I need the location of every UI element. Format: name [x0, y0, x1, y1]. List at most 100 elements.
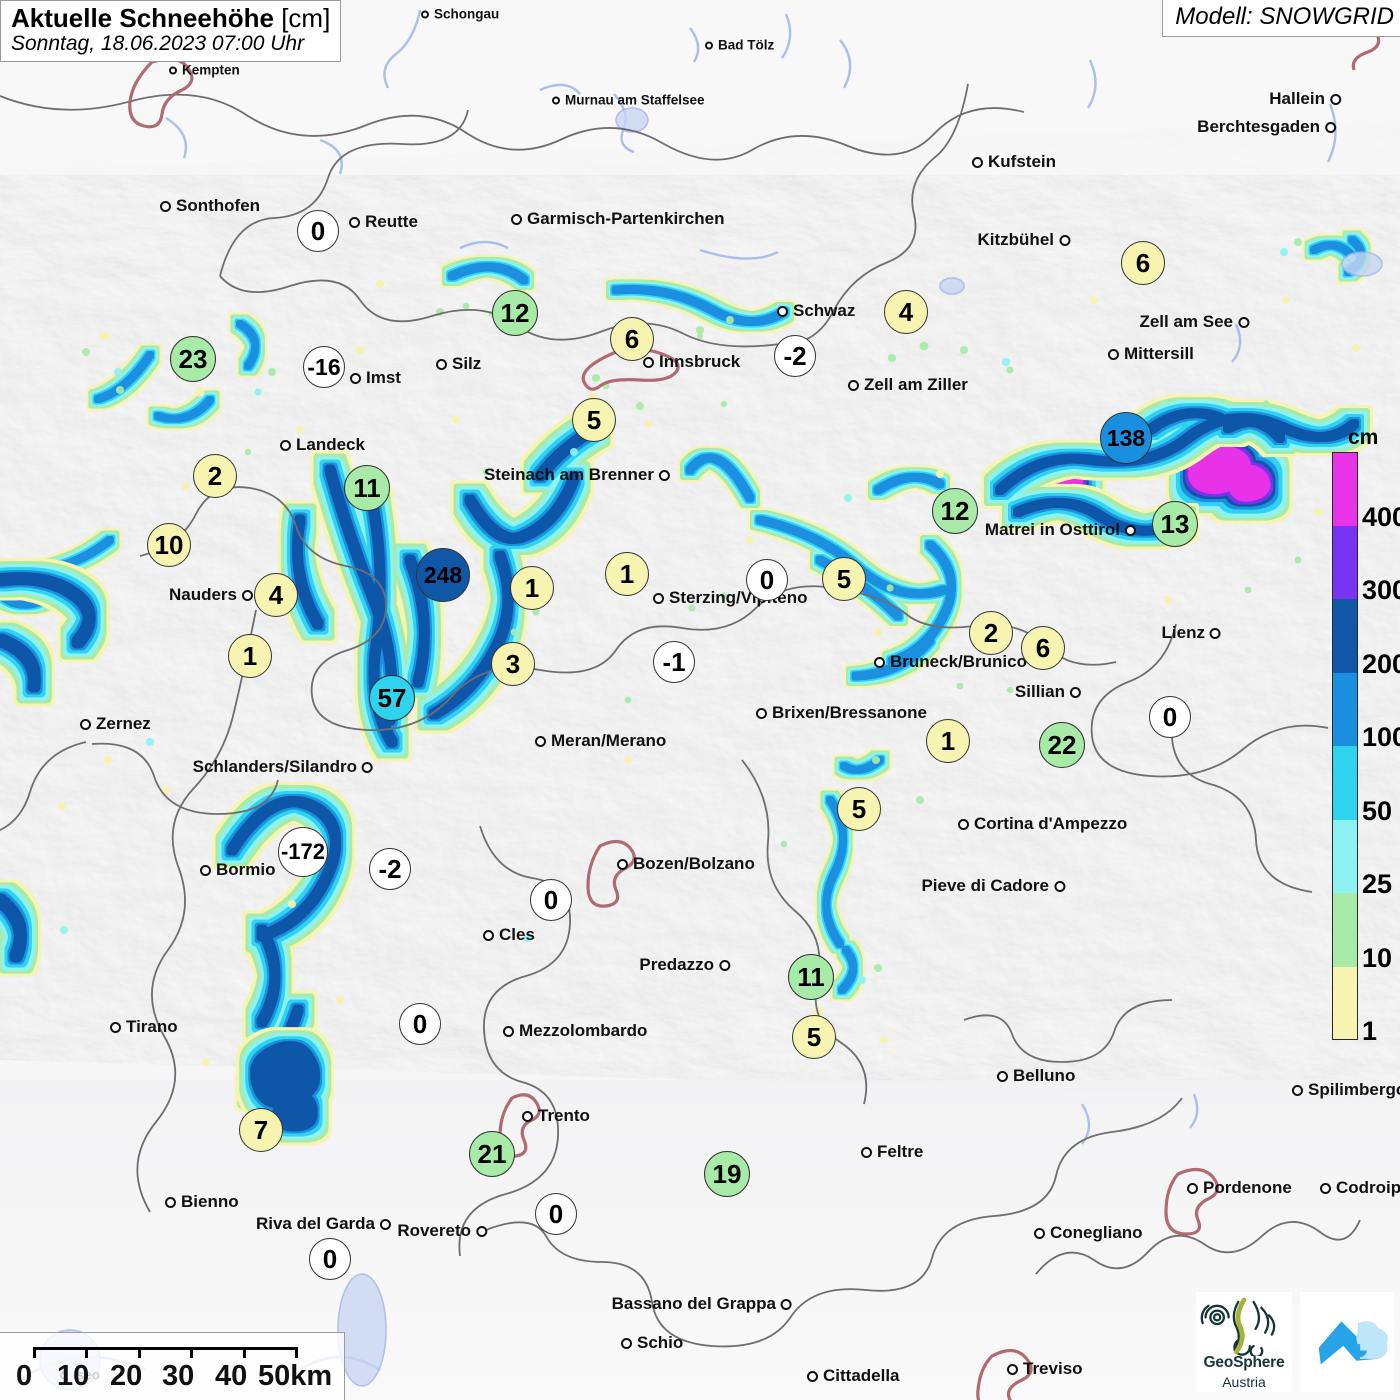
station-value-bubble[interactable]: 0 [309, 1238, 351, 1280]
station-value-bubble[interactable]: 12 [932, 488, 978, 534]
geosphere-wordmark: GeoSphere [1203, 1354, 1285, 1371]
city-label: Riva del Garda [255, 1214, 375, 1233]
station-value-bubble[interactable]: 6 [610, 317, 654, 361]
station-value-bubble[interactable]: 10 [147, 523, 191, 567]
city-dot-icon [242, 589, 253, 601]
station-value-bubble[interactable]: -2 [369, 848, 411, 890]
city-dot-icon [165, 1196, 176, 1208]
city-label: Rovereto [397, 1221, 471, 1240]
station-value-bubble[interactable]: 0 [535, 1193, 577, 1235]
city-label: Tirano [126, 1017, 178, 1036]
model-name-label: Modell: SNOWGRID [1175, 3, 1394, 30]
colorbar-band [1332, 819, 1358, 893]
city-label: Nauders [168, 585, 237, 604]
city-marker: Innsbruck [643, 352, 740, 372]
city-label: Mittersill [1124, 344, 1194, 363]
station-value-bubble[interactable]: 1 [228, 634, 272, 678]
station-value-bubble[interactable]: 4 [254, 573, 298, 617]
station-value-bubble[interactable]: -172 [278, 827, 328, 877]
station-value-bubble[interactable]: 6 [1121, 241, 1165, 285]
station-value-bubble[interactable]: 57 [369, 675, 415, 721]
station-value-bubble[interactable]: 248 [416, 548, 470, 602]
geosphere-sub-wordmark: Austria [1222, 1374, 1266, 1390]
station-value-bubble[interactable]: 6 [1021, 626, 1065, 670]
colorbar-band [1332, 599, 1358, 673]
station-value-bubble[interactable]: 0 [746, 559, 788, 601]
city-marker: Mittersill [1108, 344, 1194, 364]
city-marker: Garmisch-Partenkirchen [511, 209, 724, 229]
city-marker: Imst [350, 368, 401, 388]
city-label: Pieve di Cadore [921, 876, 1049, 895]
city-marker: Bormio [200, 860, 276, 880]
city-label: Steinach am Brenner [483, 465, 654, 484]
city-dot-icon [756, 707, 767, 719]
city-label: Imst [366, 368, 401, 387]
city-dot-icon [621, 1337, 632, 1349]
city-marker: Zell am Ziller [848, 375, 968, 395]
city-marker: Murnau am Staffelsee [552, 93, 705, 108]
scale-label-40: 40 [215, 1360, 248, 1392]
city-label: Bad Tölz [718, 37, 775, 53]
station-value-bubble[interactable]: -1 [653, 641, 695, 683]
city-label: Berchtesgaden [1197, 117, 1320, 136]
station-value-bubble[interactable]: 0 [530, 879, 572, 921]
station-value-bubble[interactable]: 0 [297, 210, 339, 252]
station-value-bubble[interactable]: 11 [788, 954, 834, 1000]
station-value-bubble[interactable]: 19 [704, 1151, 750, 1197]
station-value-bubble[interactable]: 21 [469, 1131, 515, 1177]
station-value-bubble[interactable]: 23 [170, 336, 216, 382]
station-value-bubble[interactable]: 138 [1100, 412, 1152, 464]
scale-tick [190, 1347, 193, 1358]
station-value-bubble[interactable]: 13 [1152, 501, 1198, 547]
city-label: Bormio [216, 860, 276, 879]
city-dot-icon [160, 200, 171, 212]
city-label: Lienz [1161, 623, 1205, 642]
station-value-bubble[interactable]: -16 [303, 346, 345, 388]
station-value-bubble[interactable]: 5 [792, 1015, 836, 1059]
station-value-bubble[interactable]: 3 [491, 642, 535, 686]
station-value-bubble[interactable]: 0 [399, 1003, 441, 1045]
station-value-bubble[interactable]: -2 [774, 335, 816, 377]
station-value-bubble[interactable]: 11 [344, 465, 390, 511]
colorbar-tick-label: 200 [1362, 648, 1400, 679]
city-marker: Sillian [1015, 682, 1081, 702]
city-marker: Bruneck/Brunico [874, 652, 1027, 672]
city-marker: Steinach am Brenner [484, 465, 670, 485]
station-value-bubble[interactable]: 5 [822, 557, 866, 601]
colorbar-band [1332, 893, 1358, 967]
city-label: Innsbruck [659, 352, 741, 371]
city-marker: Pieve di Cadore [921, 876, 1065, 896]
station-value-bubble[interactable]: 5 [572, 398, 616, 442]
scale-label-50km: 50km [258, 1360, 333, 1392]
snow-depth-colorbar[interactable]: cm 400 300 200 100 50 25 10 1 [1332, 426, 1400, 1045]
colorbar-tick-label: 100 [1362, 722, 1400, 752]
station-value-bubble[interactable]: 1 [510, 566, 554, 610]
city-marker: Schwaz [777, 301, 855, 321]
station-value-bubble[interactable]: 1 [926, 719, 970, 763]
station-value-bubble[interactable]: 2 [193, 454, 237, 498]
colorbar-band [1332, 966, 1358, 1040]
station-value-bubble[interactable]: 4 [884, 290, 928, 334]
station-value-bubble[interactable]: 22 [1039, 722, 1085, 768]
city-marker: Pordenone [1187, 1178, 1292, 1198]
station-value-bubble[interactable]: 0 [1149, 696, 1191, 738]
station-value-bubble[interactable]: 7 [239, 1108, 283, 1152]
model-label-box: Modell: SNOWGRID [1162, 0, 1400, 37]
scale-bar-rule [33, 1347, 298, 1358]
city-dot-icon [535, 735, 546, 747]
city-label: Belluno [1013, 1066, 1076, 1085]
city-marker: Hallein [1269, 89, 1341, 109]
station-value-bubble[interactable]: 5 [837, 787, 881, 831]
city-marker: Schlanders/Silandro [193, 757, 373, 777]
city-marker: Mezzolombardo [503, 1021, 647, 1041]
city-dot-icon [380, 1218, 391, 1230]
station-value-bubble[interactable]: 1 [605, 552, 649, 596]
city-label: Schlanders/Silandro [192, 757, 357, 776]
colorbar-tick-label: 1 [1362, 1016, 1378, 1046]
station-value-bubble[interactable]: 2 [969, 611, 1013, 655]
colorbar-band [1332, 746, 1358, 820]
city-label: Treviso [1023, 1359, 1083, 1378]
station-value-bubble[interactable]: 12 [492, 290, 538, 336]
